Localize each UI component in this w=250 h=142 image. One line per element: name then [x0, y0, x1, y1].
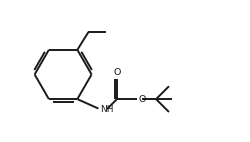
Text: O: O — [113, 68, 121, 77]
Text: O: O — [138, 95, 145, 104]
Text: NH: NH — [100, 105, 114, 113]
